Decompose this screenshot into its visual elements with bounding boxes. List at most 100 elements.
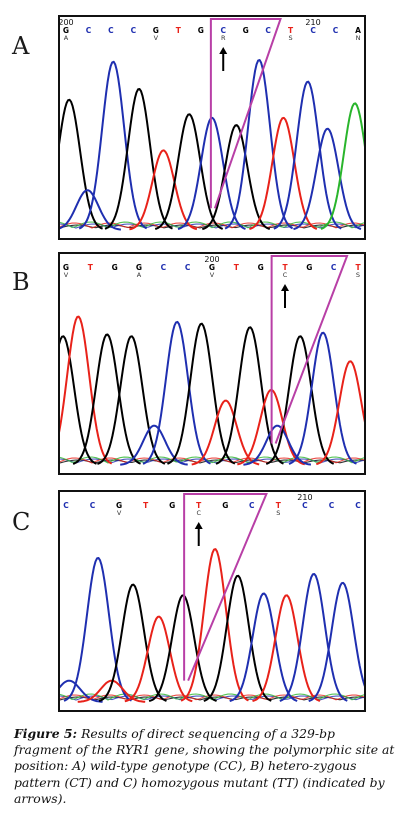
panel-a-ambiguity-code: R — [221, 34, 226, 42]
panel-a-base-call: G — [243, 26, 249, 35]
panel-a-base-call: C — [86, 26, 92, 35]
panel-b-base-call: T — [355, 263, 361, 272]
panel-a-position-label: 200 — [60, 18, 74, 27]
panel-c-base-call: T — [276, 501, 282, 510]
panel-a-peak — [273, 80, 342, 230]
panel-b-base-call: G — [63, 263, 69, 272]
panel-a-position-label: 210 — [305, 18, 320, 27]
panel-c-peak — [180, 548, 249, 702]
panel-b-baseline-noise — [60, 457, 364, 464]
caption-text: Results of direct sequencing of a 329-bp… — [14, 726, 395, 806]
panel-a-peak — [104, 88, 173, 230]
panel-b-base-call: G — [209, 263, 215, 272]
panel-b-variant-arrow-head — [281, 284, 289, 291]
chromatogram-panel-c: 210 C C G V T G T C G C T S C C C — [58, 490, 366, 712]
panel-a-ambiguity-code: S — [289, 34, 293, 42]
panel-c-base-call: G — [222, 501, 228, 510]
panel-a-peak — [320, 102, 364, 230]
panel-a-variant-highlight — [209, 18, 282, 209]
panel-c-base-call: C — [355, 501, 361, 510]
panel-b-peak — [72, 333, 141, 465]
panel-a-base-call: C — [220, 26, 226, 35]
panel-a-ambiguity-code: A — [64, 34, 69, 42]
panel-c-base-call: T — [143, 501, 149, 510]
panel-b-base-call: G — [136, 263, 142, 272]
panel-c-ambiguity-code: V — [117, 509, 122, 517]
panel-a-ambiguity-code: V — [154, 34, 159, 42]
panel-c-base-call: C — [90, 501, 96, 510]
panel-letter-c: C — [12, 508, 31, 536]
panel-a-peak — [78, 60, 148, 230]
panel-c-peak — [124, 615, 193, 703]
panel-a-base-call: C — [310, 26, 316, 35]
panel-b-peak — [288, 331, 357, 465]
panel-b-variant-highlight — [270, 255, 349, 444]
panel-b-base-call: C — [331, 263, 337, 272]
panel-a-peak — [154, 113, 224, 230]
panel-b-ambiguity-code: V — [64, 271, 69, 279]
panel-b-peak — [60, 315, 113, 465]
panel-c-peak — [308, 581, 364, 702]
panel-b-base-call: G — [258, 263, 264, 272]
panel-c-peak — [203, 574, 272, 702]
panel-letter-b: B — [12, 268, 30, 296]
panel-b-peak — [316, 360, 364, 466]
panel-c-position-label: 210 — [297, 493, 312, 502]
panel-b-ambiguity-code: S — [356, 271, 360, 279]
panel-c-base-call: C — [302, 501, 308, 510]
panel-a-variant-arrow-head — [219, 47, 228, 54]
panel-b-peak — [243, 424, 312, 466]
panel-a-base-call: C — [333, 26, 339, 35]
panel-b-position-label: 200 — [204, 255, 219, 264]
panel-a-base-call: T — [176, 26, 182, 35]
panel-c-base-call: T — [196, 501, 202, 510]
panel-c-peak — [77, 679, 146, 703]
panel-a-base-call: G — [63, 26, 69, 35]
panel-a-base-call: G — [198, 26, 204, 35]
figure-caption: Figure 5: Results of direct sequencing o… — [14, 726, 396, 807]
caption-label: Figure 5: — [14, 726, 78, 741]
panel-a-peak — [129, 149, 198, 231]
panel-c-peak — [229, 592, 298, 703]
panel-c-peak — [63, 557, 132, 702]
panel-c-ambiguity-code: C — [196, 509, 201, 517]
panel-a-base-call: A — [355, 26, 361, 35]
panel-b-base-call: G — [112, 263, 118, 272]
panel-b-base-call: C — [185, 263, 191, 272]
panel-b-peak — [60, 335, 97, 465]
panel-c-peak — [279, 573, 348, 702]
panel-letter-a: A — [12, 32, 30, 60]
panel-a-base-call: G — [153, 26, 159, 35]
panel-a-peak — [60, 98, 103, 230]
panel-c-peak — [98, 583, 167, 702]
panel-b-baseline-noise — [60, 456, 364, 464]
panel-b-ambiguity-code: V — [210, 271, 215, 279]
panel-b-ambiguity-code: A — [137, 271, 142, 279]
chromatogram-panel-a: 200 210 G A C C C G V T G C R G C T S C C A N — [58, 15, 366, 240]
panel-a-ambiguity-code: N — [356, 34, 361, 42]
panel-b-base-call: C — [161, 263, 167, 272]
panel-b-ambiguity-code: C — [283, 271, 288, 279]
panel-c-variant-arrow-head — [194, 522, 203, 529]
panel-c-base-call: G — [116, 501, 122, 510]
panel-a-peak — [224, 59, 294, 230]
panel-c-variant-highlight — [183, 493, 268, 682]
panel-c-base-call: G — [169, 501, 175, 510]
panel-c-base-call: C — [249, 501, 255, 510]
panel-b-peak — [167, 322, 236, 465]
panel-b-peak — [120, 424, 188, 466]
panel-a-peak — [202, 124, 271, 231]
panel-b-base-call: T — [282, 263, 288, 272]
panel-c-ambiguity-code: S — [276, 509, 280, 517]
panel-b-base-call: T — [234, 263, 240, 272]
panel-c-base-call: C — [329, 501, 335, 510]
panel-b-peak — [142, 320, 211, 465]
panel-a-base-call: C — [131, 26, 137, 35]
chromatogram-panel-b: 200 G V T G G A C C G V T G T C G C T S — [58, 252, 366, 475]
panel-a-base-call: T — [288, 26, 294, 35]
panel-b-base-call: G — [306, 263, 312, 272]
panel-b-base-call: T — [88, 263, 94, 272]
